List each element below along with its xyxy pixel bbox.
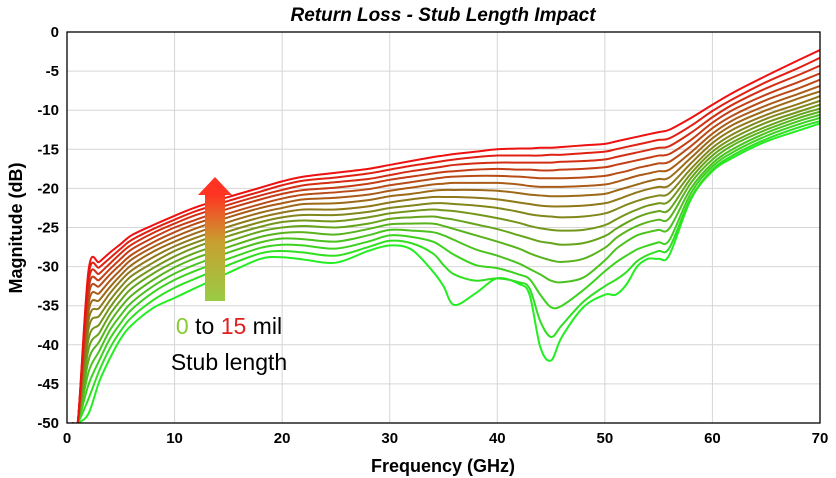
series-line-15mil xyxy=(71,49,820,423)
y-tick-label: -5 xyxy=(46,63,59,80)
plot-frame xyxy=(66,31,821,424)
y-tick-label: -45 xyxy=(37,376,59,393)
y-tick-label: -10 xyxy=(37,102,59,119)
x-tick-label: 10 xyxy=(166,430,183,447)
series-line-10mil xyxy=(71,85,820,423)
stub-range-annotation: 0 to 15 mil xyxy=(176,313,282,339)
series-lines xyxy=(71,49,820,423)
stub-range-unit: mil xyxy=(246,313,282,339)
stub-length-label: Stub length xyxy=(171,349,287,375)
series-line-12mil xyxy=(71,72,820,423)
y-axis-label: Magnitude (dB) xyxy=(6,163,26,294)
x-tick-label: 20 xyxy=(274,430,291,447)
trend-arrow xyxy=(198,177,232,301)
stub-range-end: 15 xyxy=(221,313,247,339)
y-tick-label: -25 xyxy=(37,220,59,237)
x-axis-label: Frequency (GHz) xyxy=(371,456,515,476)
y-tick-label: -40 xyxy=(37,337,59,354)
x-tick-label: 0 xyxy=(63,430,71,447)
series-line-7mil xyxy=(71,99,820,423)
series-line-0mil xyxy=(72,122,820,423)
y-tick-label: -35 xyxy=(37,298,59,315)
series-line-3mil xyxy=(71,113,820,423)
series-line-14mil xyxy=(71,56,820,423)
stub-range-connector: to xyxy=(189,313,221,339)
y-tick-label: -50 xyxy=(37,415,59,432)
series-line-8mil xyxy=(71,95,820,423)
y-tick-label: 0 xyxy=(51,24,59,41)
x-tick-label: 40 xyxy=(489,430,506,447)
y-tick-labels: 0 -5 -10 -15 -20 -25 -30 -35 -40 -45 -50 xyxy=(37,24,59,432)
y-tick-label: -15 xyxy=(37,141,59,158)
x-tick-label: 70 xyxy=(812,430,829,447)
trend-arrow-head xyxy=(198,177,232,195)
series-line-5mil xyxy=(71,107,820,423)
trend-arrow-shaft xyxy=(205,194,225,301)
x-tick-label: 50 xyxy=(597,430,614,447)
y-tick-label: -30 xyxy=(37,259,59,276)
series-line-9mil xyxy=(71,90,820,423)
chart-title: Return Loss - Stub Length Impact xyxy=(290,5,596,26)
series-line-2mil xyxy=(72,117,820,423)
x-tick-label: 60 xyxy=(704,430,721,447)
x-tick-label: 30 xyxy=(381,430,398,447)
series-line-4mil xyxy=(71,110,820,423)
stub-range-start: 0 xyxy=(176,313,189,339)
series-line-6mil xyxy=(71,103,820,423)
y-tick-label: -20 xyxy=(37,180,59,197)
series-line-1mil xyxy=(72,120,820,423)
x-tick-labels: 0 10 20 30 40 50 60 70 xyxy=(63,430,829,447)
series-line-11mil xyxy=(71,78,820,423)
series-line-13mil xyxy=(71,64,820,423)
